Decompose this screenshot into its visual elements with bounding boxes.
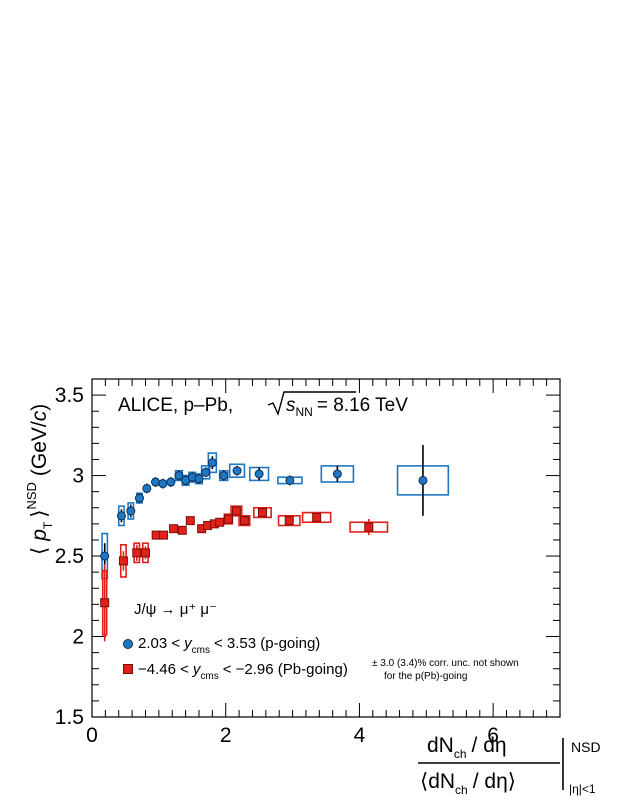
- data-point-pb-going: [231, 506, 241, 516]
- data-point-pb-going: [140, 548, 150, 558]
- x-tick-label: 2: [220, 724, 232, 747]
- data-point-p-going: [142, 483, 152, 493]
- x-axis-title-subscript: |η|<1: [569, 782, 596, 796]
- sys-box: [228, 463, 246, 478]
- data-point-p-going: [158, 479, 168, 489]
- legend-marker-pb-going: [123, 664, 133, 674]
- y-tick-label: 2: [72, 626, 84, 649]
- data-point-p-going: [116, 511, 126, 521]
- data-point-p-going: [194, 474, 204, 484]
- plot-frame: [91, 378, 561, 718]
- data-point-p-going: [126, 506, 136, 516]
- data-point-pb-going: [312, 512, 322, 522]
- data-point-p-going: [254, 469, 264, 479]
- data-point-p-going: [418, 475, 428, 485]
- data-point-pb-going: [100, 598, 110, 608]
- y-tick-label: 1.5: [55, 706, 84, 729]
- data-point-pb-going: [364, 522, 374, 532]
- data-point-pb-going: [118, 556, 128, 566]
- data-point-pb-going: [151, 530, 161, 540]
- legend-label-pb-going: −4.46 < ycms < −2.96 (Pb-going): [138, 661, 348, 682]
- y-axis-title: ⟨pT⟩NSD(GeV/c): [24, 404, 55, 555]
- sys-box: [238, 515, 251, 527]
- data-point-pb-going: [185, 516, 195, 526]
- y-tick-label: 2.5: [55, 545, 84, 568]
- correlated-uncertainty-note-2: for the p(Pb)-going: [384, 671, 467, 682]
- data-point-p-going: [174, 471, 184, 481]
- x-axis-title-denominator: ⟨dNch / dη⟩: [420, 770, 516, 797]
- data-point-p-going: [332, 469, 342, 479]
- x-axis-title: dNch / dη ⟨dNch / dη⟩ NSD |η|<1: [418, 734, 601, 797]
- energy-label: sNN = 8.16 TeV: [286, 395, 408, 419]
- data-point-pb-going: [177, 525, 187, 535]
- data-point-p-going: [219, 471, 229, 481]
- data-point-pb-going: [169, 524, 179, 534]
- data-point-p-going: [232, 466, 242, 476]
- x-axis-title-numerator: dNch / dη: [427, 734, 507, 761]
- data-point-pb-going: [132, 548, 142, 558]
- data-point-pb-going: [159, 530, 169, 540]
- data-point-pb-going: [284, 516, 294, 526]
- tick-labels: 0 2 4 6 1.5 2 2.5 3 3.5: [55, 384, 499, 747]
- data-markers: [100, 458, 428, 608]
- y-tick-label: 3: [72, 465, 84, 488]
- legend-label-p-going: 2.03 < ycms < 3.53 (p-going): [138, 635, 320, 656]
- data-point-p-going: [201, 467, 211, 477]
- data-point-p-going: [285, 475, 295, 485]
- data-point-p-going: [151, 477, 161, 487]
- data-point-p-going: [100, 551, 110, 561]
- x-tick-label: 0: [86, 724, 98, 747]
- correlated-uncertainty-note: ± 3.0 (3.4)% corr. unc. not shown: [372, 658, 519, 669]
- data-point-p-going: [207, 458, 217, 468]
- data-point-p-going: [134, 493, 144, 503]
- data-point-pb-going: [257, 508, 267, 518]
- experiment-label: ALICE, p–Pb,: [118, 395, 233, 416]
- legend-marker-p-going: [123, 639, 133, 649]
- data-point-pb-going: [215, 517, 225, 527]
- axis-ticks: [91, 378, 561, 718]
- data-point-p-going: [166, 477, 176, 487]
- x-tick-label: 4: [354, 724, 366, 747]
- data-point-pb-going: [239, 516, 249, 526]
- sqrt-symbol: [267, 391, 356, 417]
- x-tick-label: 6: [487, 724, 499, 747]
- legend-title: J/ψ → μ⁺ μ⁻: [134, 601, 217, 618]
- x-axis-title-superscript: NSD: [571, 739, 601, 755]
- y-tick-label: 3.5: [55, 384, 84, 407]
- data-point-pb-going: [223, 514, 233, 524]
